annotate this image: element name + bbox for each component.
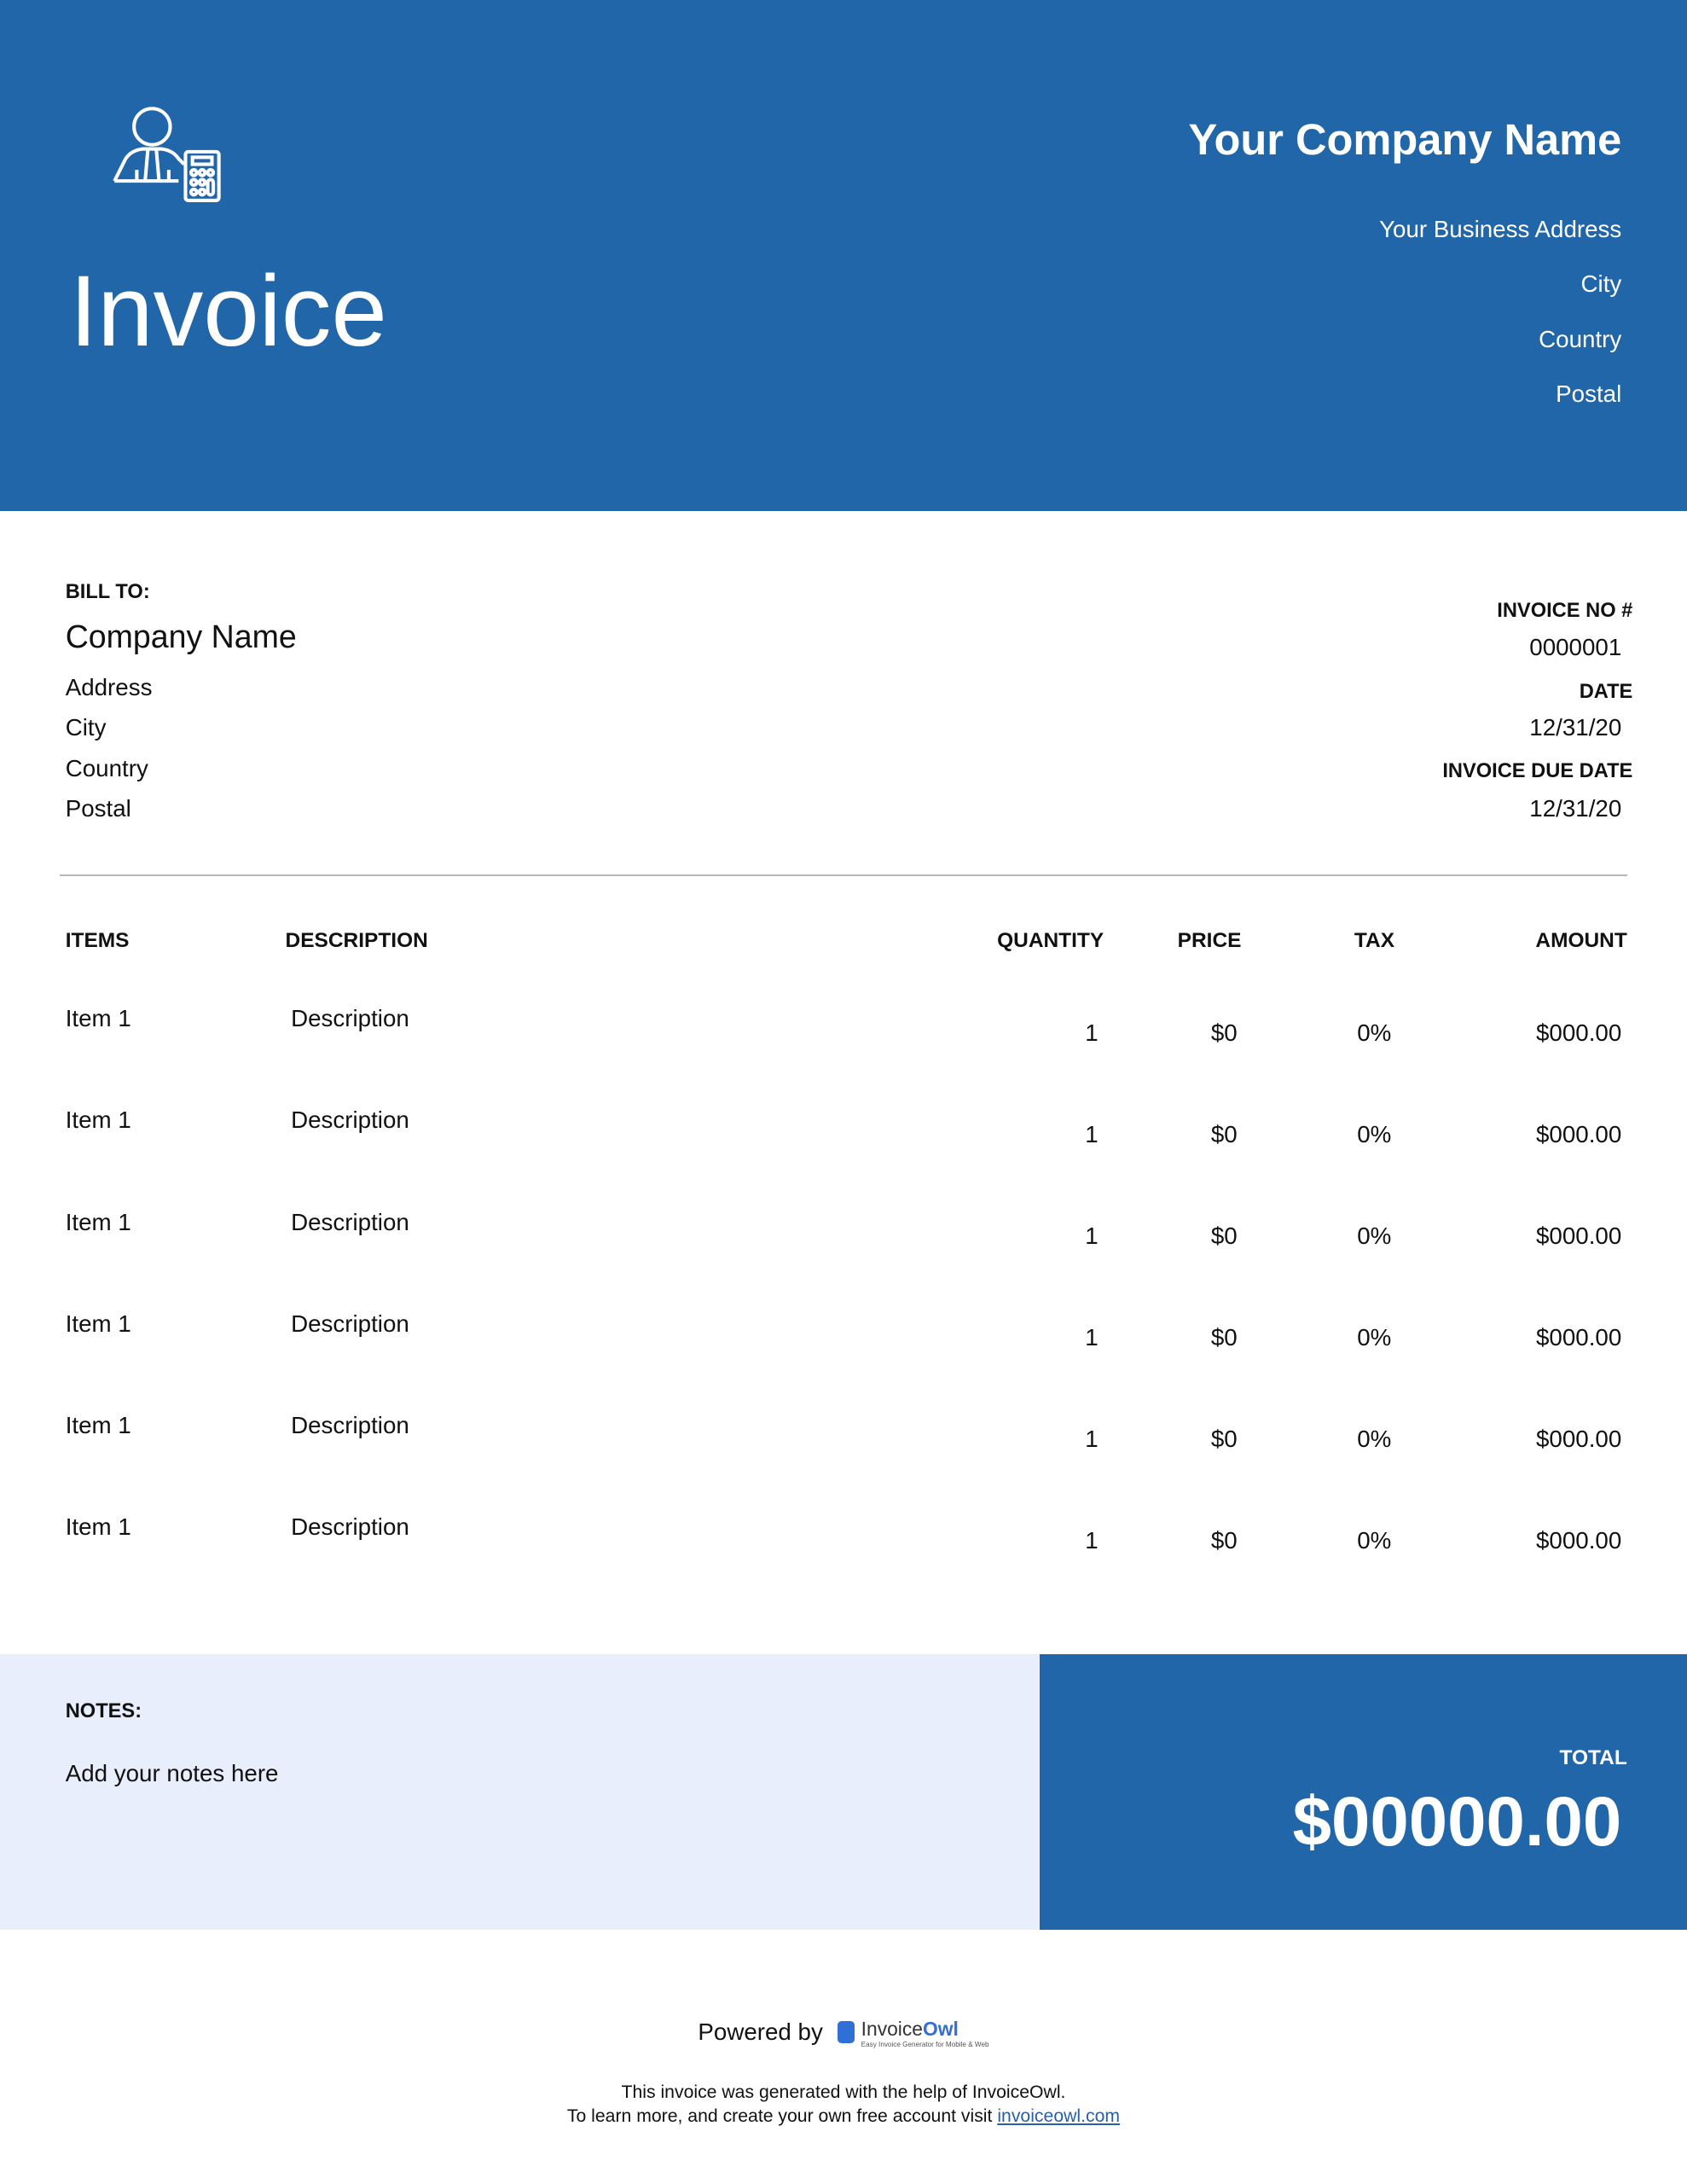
notes-label: NOTES: bbox=[65, 1699, 142, 1722]
cell-amount: $000.00 bbox=[1536, 1019, 1622, 1046]
cell-item: Item 1 bbox=[65, 1310, 131, 1337]
brand-accent: Owl bbox=[923, 2018, 959, 2041]
business-address: Your Business Address bbox=[1379, 215, 1622, 242]
invoiceowl-logo: InvoiceOwl Easy Invoice Generator for Mo… bbox=[861, 2016, 989, 2048]
cell-description: Description bbox=[291, 1513, 409, 1540]
company-name: Your Company Name bbox=[1188, 114, 1622, 164]
cell-tax: 0% bbox=[1357, 1120, 1392, 1147]
notes-panel: NOTES: Add your notes here bbox=[0, 1653, 1041, 1930]
owl-icon bbox=[838, 2020, 855, 2043]
total-label: TOTAL bbox=[1559, 1745, 1627, 1769]
invoice-header: Invoice Your Company Name Your Business … bbox=[0, 0, 1687, 511]
brand-tagline: Easy Invoice Generator for Mobile & Web bbox=[861, 2040, 989, 2048]
cell-price: $0 bbox=[1210, 1222, 1238, 1249]
header-description: DESCRIPTION bbox=[285, 928, 428, 952]
footer-line-1: This invoice was generated with the help… bbox=[621, 2082, 1066, 2103]
client-company: Company Name bbox=[65, 618, 297, 654]
invoice-no: 0000001 bbox=[1529, 633, 1622, 660]
cell-tax: 0% bbox=[1357, 1527, 1392, 1554]
cell-item: Item 1 bbox=[65, 1005, 131, 1032]
cell-tax: 0% bbox=[1357, 1426, 1392, 1453]
header-tax: TAX bbox=[1354, 928, 1395, 952]
accountant-calculator-icon bbox=[112, 107, 221, 203]
business-postal: Postal bbox=[1556, 380, 1622, 407]
cell-description: Description bbox=[291, 1005, 409, 1032]
header-items: ITEMS bbox=[65, 928, 130, 952]
client-postal: Postal bbox=[65, 794, 131, 822]
cell-price: $0 bbox=[1210, 1324, 1238, 1351]
divider bbox=[60, 874, 1627, 876]
header-quantity: QUANTITY bbox=[997, 928, 1104, 952]
cell-quantity: 1 bbox=[1085, 1324, 1099, 1351]
total-panel: TOTAL $00000.00 bbox=[1040, 1653, 1687, 1930]
total-value: $00000.00 bbox=[1292, 1782, 1622, 1861]
cell-price: $0 bbox=[1210, 1527, 1238, 1554]
cell-item: Item 1 bbox=[65, 1411, 131, 1438]
cell-quantity: 1 bbox=[1085, 1222, 1099, 1249]
cell-amount: $000.00 bbox=[1536, 1527, 1622, 1554]
cell-item: Item 1 bbox=[65, 1208, 131, 1235]
notes-text: Add your notes here bbox=[65, 1759, 279, 1786]
due-date: 12/31/20 bbox=[1529, 794, 1622, 822]
business-city: City bbox=[1580, 270, 1622, 297]
powered-by: Powered by InvoiceOwl Easy Invoice Gener… bbox=[0, 2016, 1687, 2048]
cell-quantity: 1 bbox=[1085, 1120, 1099, 1147]
cell-amount: $000.00 bbox=[1536, 1324, 1622, 1351]
invoiceowl-link[interactable]: invoiceowl.com bbox=[997, 2106, 1121, 2127]
footer-line-2-text: To learn more, and create your own free … bbox=[566, 2106, 998, 2127]
cell-description: Description bbox=[291, 1411, 409, 1438]
invoice-title: Invoice bbox=[69, 255, 387, 368]
header-price: PRICE bbox=[1177, 928, 1242, 952]
cell-amount: $000.00 bbox=[1536, 1426, 1622, 1453]
cell-description: Description bbox=[291, 1208, 409, 1235]
cell-quantity: 1 bbox=[1085, 1426, 1099, 1453]
cell-tax: 0% bbox=[1357, 1019, 1392, 1046]
cell-price: $0 bbox=[1210, 1120, 1238, 1147]
brand-name: Invoice bbox=[861, 2018, 923, 2041]
cell-price: $0 bbox=[1210, 1426, 1238, 1453]
cell-item: Item 1 bbox=[65, 1513, 131, 1540]
cell-item: Item 1 bbox=[65, 1107, 131, 1134]
cell-amount: $000.00 bbox=[1536, 1120, 1622, 1147]
invoice-date: 12/31/20 bbox=[1529, 714, 1622, 741]
invoice-no-label: INVOICE NO # bbox=[1497, 600, 1633, 623]
cell-tax: 0% bbox=[1357, 1222, 1392, 1249]
due-date-label: INVOICE DUE DATE bbox=[1442, 760, 1633, 783]
cell-quantity: 1 bbox=[1085, 1019, 1099, 1046]
cell-quantity: 1 bbox=[1085, 1527, 1099, 1554]
bill-to-label: BILL TO: bbox=[65, 580, 150, 603]
cell-amount: $000.00 bbox=[1536, 1222, 1622, 1249]
footer-line-2: To learn more, and create your own free … bbox=[0, 2106, 1687, 2127]
client-country: Country bbox=[65, 754, 148, 781]
business-country: Country bbox=[1539, 325, 1622, 352]
date-label: DATE bbox=[1579, 681, 1633, 704]
powered-by-label: Powered by bbox=[698, 2018, 823, 2045]
client-address: Address bbox=[65, 673, 153, 700]
client-city: City bbox=[65, 714, 107, 741]
cell-description: Description bbox=[291, 1310, 409, 1337]
cell-tax: 0% bbox=[1357, 1324, 1392, 1351]
cell-description: Description bbox=[291, 1107, 409, 1134]
header-amount: AMOUNT bbox=[1535, 928, 1627, 952]
cell-price: $0 bbox=[1210, 1019, 1238, 1046]
